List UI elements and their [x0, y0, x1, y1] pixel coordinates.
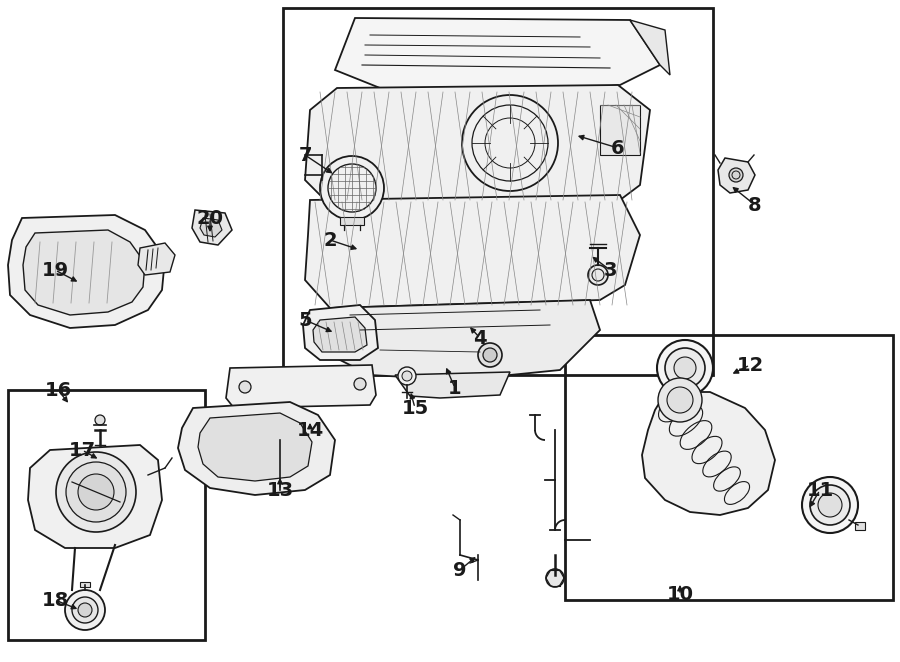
Bar	[600, 105, 640, 155]
Polygon shape	[198, 413, 312, 481]
Text: 8: 8	[748, 195, 761, 214]
Circle shape	[239, 381, 251, 393]
Circle shape	[810, 485, 850, 525]
Polygon shape	[630, 20, 670, 75]
Polygon shape	[8, 215, 165, 328]
Circle shape	[78, 603, 92, 617]
Circle shape	[546, 569, 564, 587]
Polygon shape	[305, 195, 640, 308]
Polygon shape	[642, 392, 775, 515]
Polygon shape	[28, 445, 162, 548]
Text: 14: 14	[296, 420, 324, 440]
Bar	[8, 390, 205, 640]
Circle shape	[65, 590, 105, 630]
Circle shape	[354, 378, 366, 390]
Circle shape	[398, 367, 416, 385]
Circle shape	[818, 493, 842, 517]
Polygon shape	[226, 365, 376, 408]
Text: 4: 4	[473, 328, 487, 348]
Circle shape	[657, 340, 713, 396]
Text: 3: 3	[603, 261, 616, 279]
Circle shape	[665, 348, 705, 388]
Circle shape	[78, 474, 114, 510]
Text: 5: 5	[298, 310, 311, 330]
Polygon shape	[313, 317, 367, 352]
Polygon shape	[200, 218, 222, 237]
Circle shape	[729, 168, 743, 182]
Text: 6: 6	[611, 138, 625, 158]
Bar	[80, 582, 90, 587]
Text: 19: 19	[41, 261, 68, 279]
Polygon shape	[138, 243, 175, 275]
Circle shape	[72, 597, 98, 623]
Text: 10: 10	[667, 585, 694, 604]
Circle shape	[66, 462, 126, 522]
Text: 20: 20	[196, 209, 223, 228]
Text: 7: 7	[298, 146, 311, 164]
Text: 12: 12	[736, 355, 763, 375]
Circle shape	[478, 343, 502, 367]
Circle shape	[56, 452, 136, 532]
Text: 18: 18	[41, 591, 68, 610]
Circle shape	[320, 156, 384, 220]
Polygon shape	[335, 18, 660, 90]
Polygon shape	[192, 210, 232, 245]
Bar	[855, 522, 865, 530]
Circle shape	[802, 477, 858, 533]
Text: 2: 2	[323, 230, 337, 250]
Circle shape	[667, 387, 693, 413]
Circle shape	[483, 348, 497, 362]
Polygon shape	[395, 372, 510, 398]
Text: 15: 15	[401, 399, 428, 418]
Bar	[340, 217, 364, 225]
Polygon shape	[310, 300, 600, 380]
Polygon shape	[23, 230, 145, 315]
Circle shape	[402, 371, 412, 381]
Bar	[283, 8, 713, 375]
Polygon shape	[718, 158, 755, 193]
Text: 11: 11	[806, 481, 833, 500]
Polygon shape	[303, 305, 378, 360]
Polygon shape	[305, 85, 650, 205]
Text: 13: 13	[266, 481, 293, 500]
Bar	[565, 335, 893, 600]
Circle shape	[95, 415, 105, 425]
Circle shape	[658, 378, 702, 422]
Circle shape	[588, 265, 608, 285]
Polygon shape	[178, 402, 335, 495]
Text: 9: 9	[454, 561, 467, 579]
Text: 17: 17	[68, 440, 95, 459]
Text: 16: 16	[44, 381, 72, 399]
Text: 1: 1	[448, 379, 462, 397]
Circle shape	[674, 357, 696, 379]
